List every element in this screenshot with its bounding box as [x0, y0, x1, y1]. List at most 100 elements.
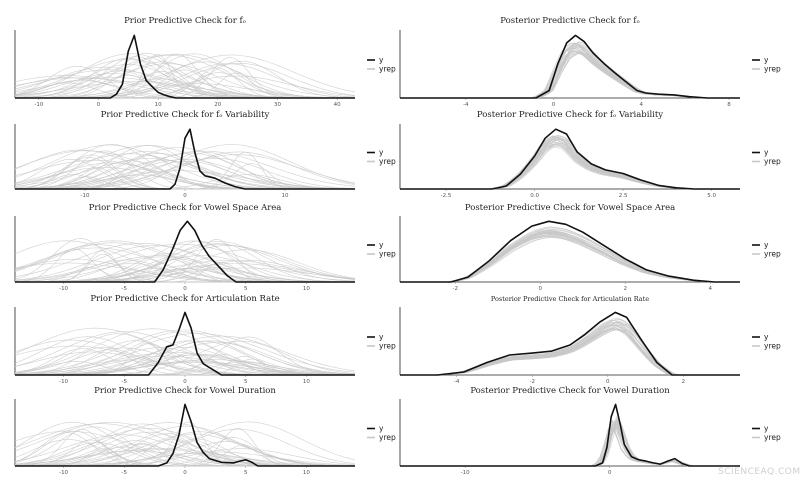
yrep-curve: [400, 422, 740, 467]
yrep-curve: [400, 53, 740, 99]
x-tick-label: -10: [59, 379, 68, 385]
panel-title: Prior Predictive Check for fₒ Variabilit…: [101, 110, 270, 120]
yrep-curve: [400, 421, 740, 467]
yrep-curves: [14, 144, 356, 190]
yrep-curve: [14, 243, 356, 282]
x-tick-label: 0: [552, 102, 556, 108]
yrep-curve: [400, 419, 740, 467]
legend-y-label: y: [764, 148, 769, 157]
panel-title: Posterior Predictive Check for fₒ: [500, 16, 639, 26]
panel-title: Prior Predictive Check for fₒ: [124, 16, 246, 26]
y-series-line: [400, 403, 740, 467]
panel-posterior-predictive-check-for-f: Posterior Predictive Check for fₒ -4 0 4 8 yy…: [399, 16, 781, 108]
yrep-curve: [14, 53, 356, 98]
yrep-curve: [400, 420, 740, 467]
yrep-curve: [400, 234, 740, 283]
x-tick-label: 10: [282, 193, 289, 199]
panel-posterior-predictive-check-for-articulation-rate: Posterior Predictive Check for Articulat…: [399, 295, 781, 385]
yrep-curve: [400, 317, 740, 376]
x-tick-label: 10: [303, 286, 310, 292]
yrep-curve: [14, 430, 355, 467]
legend-yrep-label: yrep: [764, 342, 781, 351]
x-tick-label: -4: [463, 102, 469, 108]
yrep-curve: [400, 233, 740, 283]
x-tick-label: -5: [122, 286, 128, 292]
panel-title: Prior Predictive Check for Vowel Duratio…: [94, 386, 276, 396]
yrep-curves: [400, 317, 740, 376]
x-tick-label: 4: [640, 102, 644, 108]
x-tick-label: 10: [303, 470, 310, 476]
legend-yrep-label: yrep: [379, 157, 396, 166]
yrep-curve: [400, 52, 740, 99]
yrep-curve: [15, 340, 356, 376]
yrep-curve: [400, 428, 740, 467]
legend-y-label: y: [379, 424, 384, 433]
yrep-curve: [400, 421, 740, 467]
watermark: SCIENCEAQ.COM: [718, 467, 800, 477]
yrep-curve: [400, 236, 740, 283]
yrep-curve: [400, 422, 740, 467]
yrep-curve: [400, 426, 740, 467]
yrep-curve: [400, 49, 740, 99]
yrep-curve: [400, 419, 740, 467]
panel-prior-predictive-check-for-vowel-duration: Prior Predictive Check for Vowel Duratio…: [14, 386, 396, 476]
panel-prior-predictive-check-for-f: Prior Predictive Check for fₒ -10 0 10 20 30 4…: [14, 16, 396, 108]
x-tick-label: 0: [97, 102, 101, 108]
yrep-curve: [400, 139, 740, 190]
yrep-curve: [400, 235, 740, 283]
yrep-curve: [14, 430, 355, 467]
yrep-curves: [400, 226, 740, 283]
x-tick-label: -10: [34, 102, 43, 108]
yrep-curve: [400, 143, 740, 190]
x-tick-label: 5: [244, 379, 248, 385]
legend-yrep-label: yrep: [764, 157, 781, 166]
yrep-curve: [400, 424, 740, 467]
yrep-curve: [400, 145, 740, 190]
legend-yrep-label: yrep: [764, 65, 781, 74]
y-series-line: [15, 311, 355, 376]
panels-group: Prior Predictive Check for fₒ-10 0 10 20 30 4…: [14, 16, 781, 476]
x-tick-label: 40: [334, 102, 341, 108]
x-tick-label: -10: [59, 286, 68, 292]
yrep-curve: [15, 54, 356, 99]
x-tick-label: 30: [274, 102, 281, 108]
yrep-curve: [14, 333, 356, 375]
legend-yrep-label: yrep: [379, 250, 396, 259]
yrep-curve: [400, 423, 740, 467]
yrep-curve: [15, 244, 356, 283]
panel-posterior-predictive-check-for-f-variability: Posterior Predictive Check for fₒ Variab…: [399, 110, 781, 199]
yrep-curve: [400, 236, 740, 283]
x-tick-label: 2: [682, 379, 686, 385]
yrep-curve: [14, 448, 355, 467]
yrep-curve: [400, 424, 740, 467]
legend-y-label: y: [764, 56, 769, 65]
panel-prior-predictive-check-for-f-variability: Prior Predictive Check for fₒ Variabilit…: [14, 110, 396, 199]
legend-y-label: y: [379, 241, 384, 250]
yrep-curves: [400, 41, 740, 99]
yrep-curve: [400, 236, 740, 283]
y-series-line: [400, 311, 740, 376]
x-tick-label: 0: [608, 470, 612, 476]
yrep-curve: [14, 150, 356, 189]
yrep-curve: [400, 426, 740, 467]
yrep-curve: [400, 427, 740, 467]
panel-posterior-predictive-check-for-vowel-space-area: Posterior Predictive Check for Vowel Spa…: [399, 203, 781, 292]
x-tick-label: -2: [529, 379, 534, 385]
yrep-curve: [14, 153, 356, 190]
y-series-line: [15, 128, 355, 190]
x-tick-label: -2: [453, 286, 458, 292]
yrep-curve: [14, 340, 355, 376]
yrep-curve: [400, 427, 740, 467]
yrep-curve: [14, 156, 355, 190]
yrep-curve: [400, 420, 740, 467]
yrep-curves: [14, 52, 356, 99]
panel-title: Posterior Predictive Check for Articulat…: [491, 295, 649, 303]
legend-y-label: y: [764, 333, 769, 342]
x-tick-label: 2.5: [619, 193, 628, 199]
x-tick-label: 8: [727, 102, 731, 108]
